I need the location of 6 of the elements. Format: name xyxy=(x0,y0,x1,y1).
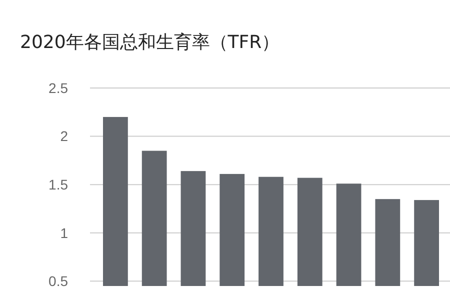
y-tick-label: 1.5 xyxy=(48,176,68,192)
y-tick-label: 2 xyxy=(60,128,68,144)
chart-title: 2020年各国总和生育率（TFR） xyxy=(20,32,280,53)
y-tick-label: 1 xyxy=(60,224,68,241)
y-tick-label: 2.5 xyxy=(48,80,68,96)
y-tick-label: 0.5 xyxy=(48,273,68,290)
